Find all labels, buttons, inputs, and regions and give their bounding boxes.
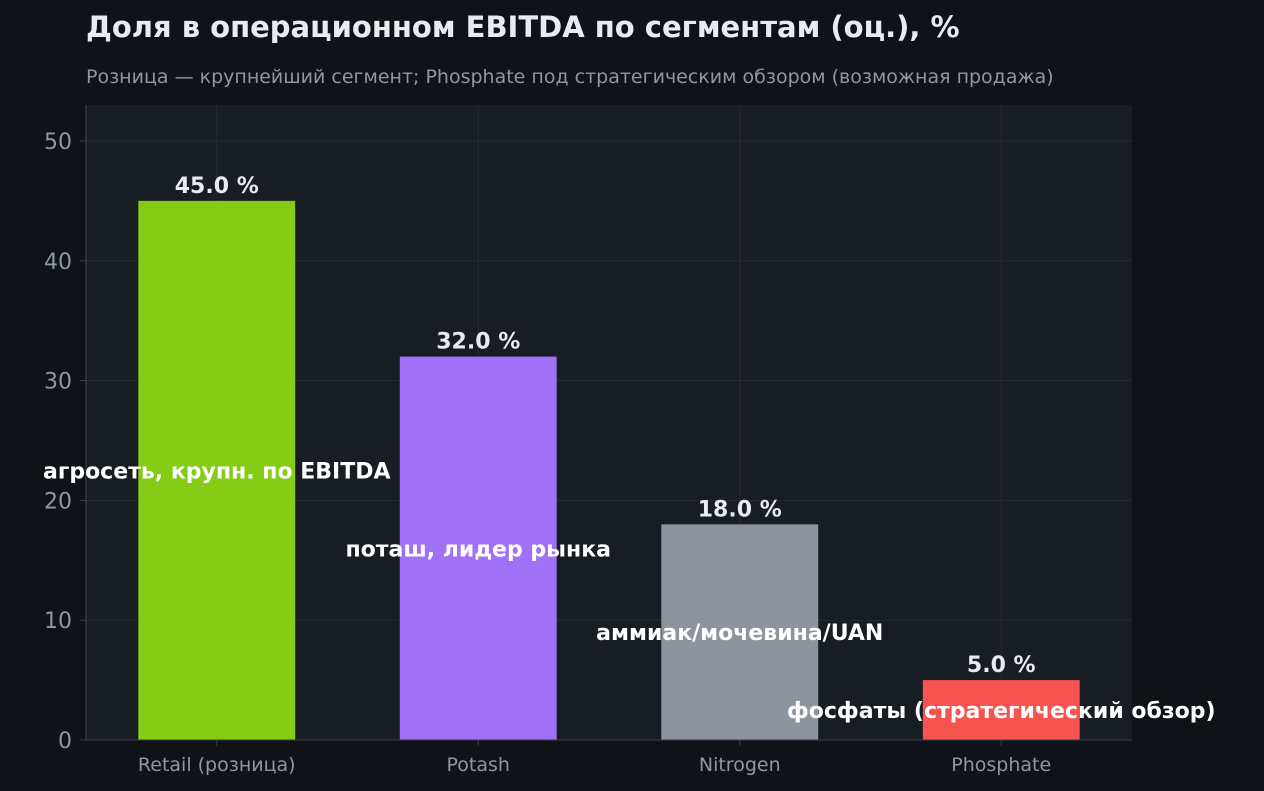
bars: [138, 200, 1080, 740]
y-tick-label: 20: [44, 489, 72, 514]
y-tick-label: 30: [44, 370, 72, 395]
annotation-label: агросеть, крупн. по EBITDA: [43, 459, 391, 484]
annotations: агросеть, крупн. по EBITDA поташ, лидер р…: [43, 459, 1216, 724]
bar: [922, 680, 1080, 740]
chart-subtitle: Розница — крупнейший сегмент; Phosphate …: [86, 66, 1054, 88]
value-label: 18.0 %: [698, 497, 782, 522]
x-tick-label: Potash: [447, 754, 510, 776]
y-tick-label: 10: [44, 609, 72, 634]
x-tick-label: Retail (розница): [138, 754, 296, 776]
y-axis: 0 10 20 30 40 50: [44, 105, 87, 754]
bar: [661, 524, 819, 740]
annotation-label: поташ, лидер рынка: [345, 537, 611, 562]
bar: [138, 200, 296, 740]
annotation-label: фосфаты (стратегический обзор): [787, 699, 1216, 724]
bar: [399, 356, 557, 740]
value-label: 32.0 %: [436, 330, 520, 355]
x-axis: Retail (розница) Potash Nitrogen Phosphate: [86, 739, 1132, 776]
y-tick-label: 50: [44, 130, 72, 155]
y-tick-label: 0: [58, 729, 72, 754]
x-tick-label: Phosphate: [951, 754, 1051, 776]
y-tick-label: 40: [44, 250, 72, 275]
value-labels: 45.0 % 32.0 % 18.0 % 5.0 %: [175, 174, 1036, 678]
value-label: 45.0 %: [175, 174, 259, 199]
x-tick-label: Nitrogen: [699, 754, 781, 776]
value-label: 5.0 %: [967, 653, 1036, 678]
annotation-label: аммиак/мочевина/UAN: [596, 621, 883, 646]
chart-title: Доля в операционном EBITDA по сегментам …: [86, 10, 960, 44]
